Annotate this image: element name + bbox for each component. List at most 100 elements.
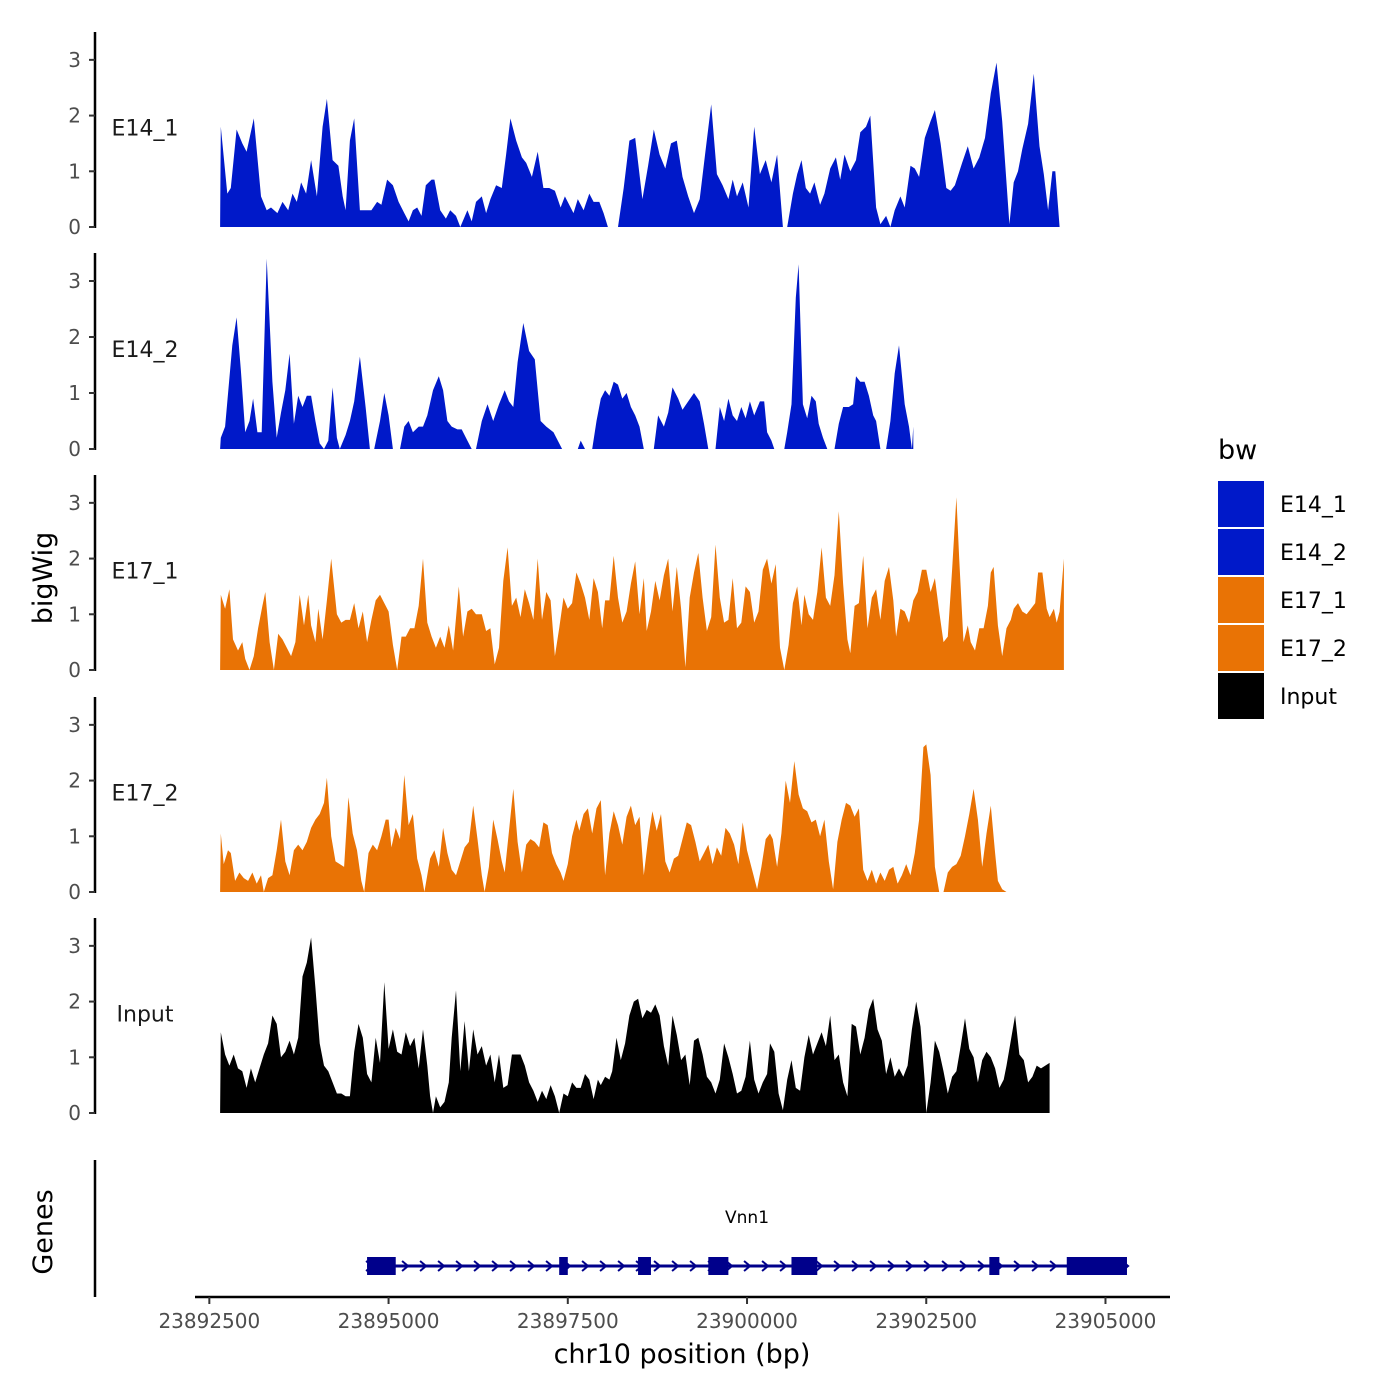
legend-swatch bbox=[1218, 673, 1264, 719]
y-tick-label: 1 bbox=[68, 159, 81, 183]
track-E17_2: 0 1 2 3 E17_2 bbox=[68, 697, 1007, 904]
track-label: E17_1 bbox=[112, 559, 179, 584]
x-tick-label: 23892500 bbox=[158, 1309, 260, 1333]
coverage-area-E14_1 bbox=[220, 62, 1060, 227]
exon bbox=[367, 1257, 396, 1275]
legend-entry-E17_2: E17_2 bbox=[1218, 625, 1347, 671]
exon bbox=[708, 1257, 729, 1275]
strand-arrow bbox=[815, 1260, 824, 1272]
strand-arrow bbox=[419, 1260, 428, 1272]
exon bbox=[791, 1257, 818, 1275]
y-tick-label: 2 bbox=[68, 547, 81, 571]
x-tick-label: 23905000 bbox=[1055, 1309, 1157, 1333]
strand-arrow bbox=[581, 1260, 590, 1272]
legend-label: E17_2 bbox=[1280, 637, 1347, 662]
genes-panel-title: Genes bbox=[28, 1189, 59, 1274]
y-tick-label: 0 bbox=[68, 1101, 81, 1125]
x-tick-label: 23895000 bbox=[338, 1309, 440, 1333]
strand-arrow bbox=[869, 1260, 878, 1272]
strand-arrow bbox=[851, 1260, 860, 1272]
track-label: E17_2 bbox=[112, 781, 179, 806]
strand-arrow bbox=[923, 1260, 932, 1272]
legend-swatch bbox=[1218, 625, 1264, 671]
strand-arrow bbox=[959, 1260, 968, 1272]
gene-name: Vnn1 bbox=[725, 1208, 769, 1228]
exon bbox=[638, 1257, 651, 1275]
strand-arrow bbox=[1031, 1260, 1040, 1272]
strand-arrow bbox=[473, 1260, 482, 1272]
x-tick-label: 23897500 bbox=[517, 1309, 619, 1333]
strand-arrow bbox=[761, 1260, 770, 1272]
y-tick-label: 3 bbox=[68, 934, 81, 958]
strand-arrow bbox=[689, 1260, 698, 1272]
x-tick-label: 23902500 bbox=[875, 1309, 977, 1333]
y-tick-label: 1 bbox=[68, 602, 81, 626]
y-tick-label: 0 bbox=[68, 437, 81, 461]
strand-arrow bbox=[779, 1260, 788, 1272]
legend: bw E14_1 E14_2 E17_1 E17_2 Input bbox=[1218, 435, 1347, 719]
legend-swatch bbox=[1218, 481, 1264, 527]
y-tick-label: 3 bbox=[68, 491, 81, 515]
strand-arrow bbox=[509, 1260, 518, 1272]
strand-arrow bbox=[941, 1260, 950, 1272]
exon bbox=[989, 1257, 1000, 1275]
y-tick-label: 0 bbox=[68, 215, 81, 239]
track-label: E14_1 bbox=[112, 116, 179, 141]
coverage-area-E14_2 bbox=[220, 258, 914, 449]
y-tick-label: 2 bbox=[68, 990, 81, 1014]
strand-arrow bbox=[455, 1260, 464, 1272]
exon bbox=[1066, 1257, 1127, 1275]
legend-title: bw bbox=[1218, 435, 1257, 466]
legend-entry-E14_1: E14_1 bbox=[1218, 481, 1347, 527]
strand-arrow bbox=[545, 1260, 554, 1272]
y-tick-label: 3 bbox=[68, 48, 81, 72]
track-Input: 0 1 2 3 Input bbox=[68, 918, 1050, 1125]
legend-label: E14_2 bbox=[1280, 541, 1347, 566]
y-tick-label: 1 bbox=[68, 824, 81, 848]
strand-arrow bbox=[491, 1260, 500, 1272]
track-E17_1: 0 1 2 3 E17_1 bbox=[68, 475, 1064, 682]
strand-arrow bbox=[743, 1260, 752, 1272]
y-tick-label: 0 bbox=[68, 880, 81, 904]
strand-arrow bbox=[617, 1260, 626, 1272]
x-tick-label: 23900000 bbox=[696, 1309, 798, 1333]
y-tick-label: 2 bbox=[68, 769, 81, 793]
y-tick-label: 1 bbox=[68, 381, 81, 405]
legend-swatch bbox=[1218, 577, 1264, 623]
y-tick-label: 3 bbox=[68, 269, 81, 293]
strand-arrow bbox=[1013, 1260, 1022, 1272]
strand-arrow bbox=[887, 1260, 896, 1272]
coverage-area-E17_2 bbox=[220, 744, 1007, 892]
legend-entry-Input: Input bbox=[1218, 673, 1337, 719]
legend-entry-E14_2: E14_2 bbox=[1218, 529, 1347, 575]
x-axis: 23892500 23895000 23897500 23900000 23902500… bbox=[158, 1295, 1170, 1333]
y-tick-label: 3 bbox=[68, 713, 81, 737]
track-label: Input bbox=[117, 1002, 174, 1027]
coverage-area-Input bbox=[220, 937, 1050, 1113]
y-axis-title: bigWig bbox=[28, 532, 59, 625]
y-tick-label: 0 bbox=[68, 658, 81, 682]
legend-label: E14_1 bbox=[1280, 493, 1347, 518]
legend-label: E17_1 bbox=[1280, 589, 1347, 614]
strand-arrow bbox=[671, 1260, 680, 1272]
track-E14_1: 0 1 2 3 E14_1 bbox=[68, 32, 1060, 239]
strand-arrow bbox=[977, 1260, 986, 1272]
strand-arrow bbox=[527, 1260, 536, 1272]
genes-panel: Vnn1 bbox=[93, 1160, 1130, 1297]
legend-swatch bbox=[1218, 529, 1264, 575]
strand-arrow bbox=[599, 1260, 608, 1272]
strand-arrow bbox=[1049, 1260, 1058, 1272]
legend-label: Input bbox=[1280, 685, 1337, 710]
bigwig-tracks: 0 1 2 3 E14_1 0 1 2 3 E14_2 0 1 2 3 E17_1 0 1 2 3 E17_2 0 1 2 3… bbox=[68, 32, 1064, 1125]
y-tick-label: 2 bbox=[68, 104, 81, 128]
x-axis-title: chr10 position (bp) bbox=[554, 1339, 811, 1370]
gene-Vnn1: Vnn1 bbox=[365, 1208, 1130, 1275]
strand-arrow bbox=[401, 1260, 410, 1272]
y-tick-label: 1 bbox=[68, 1045, 81, 1069]
track-label: E14_2 bbox=[112, 338, 179, 363]
exon bbox=[559, 1257, 568, 1275]
strand-arrow bbox=[833, 1260, 842, 1272]
strand-arrow bbox=[905, 1260, 914, 1272]
strand-arrow bbox=[653, 1260, 662, 1272]
